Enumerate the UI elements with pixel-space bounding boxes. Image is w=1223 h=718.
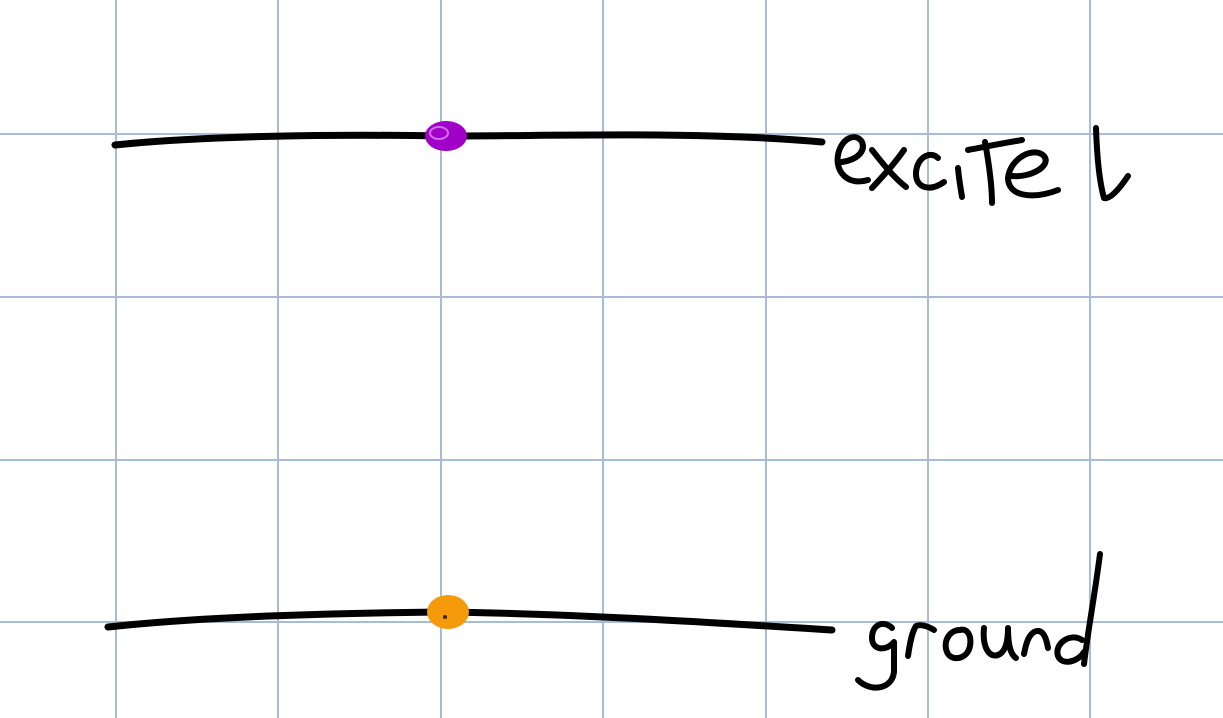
ground-level-particle	[427, 595, 469, 629]
ground-level	[104, 551, 1103, 691]
excited-level-particle	[425, 121, 467, 151]
excited-level-label	[834, 125, 1131, 206]
excited-level-line	[111, 131, 826, 149]
ground-level-label	[855, 551, 1103, 691]
excited-level	[111, 121, 1131, 206]
